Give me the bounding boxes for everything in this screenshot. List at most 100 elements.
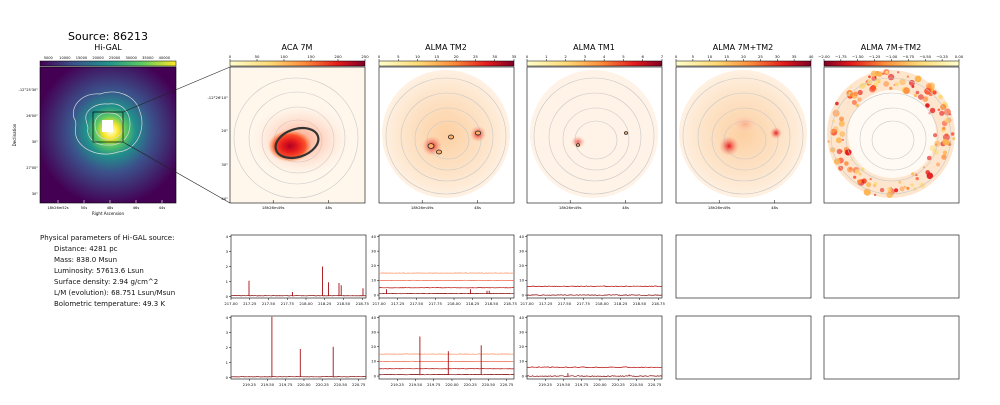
y-tick-label: 30 (371, 248, 376, 253)
colorbar-tm2 (378, 60, 515, 67)
speckle (867, 79, 873, 85)
x-tick-label: 217.75 (429, 301, 443, 306)
spectrum-panel (675, 234, 812, 299)
spectrum-frame (378, 234, 515, 299)
colorbar-tick-label: 5 (692, 54, 695, 59)
map-title-7m-tm2-diff: ALMA 7M+TM2 (861, 43, 921, 52)
x-tick-label: 217.00 (520, 301, 534, 306)
colorbar-tick-label: 10 (707, 54, 712, 59)
higal-dec-tick-label: 26'00" (26, 114, 38, 118)
y-tick-label: 10 (519, 359, 524, 364)
dec-tick-label: 40" (221, 196, 228, 201)
emission-tm1-a (571, 136, 585, 148)
speckle (853, 175, 857, 179)
speckle (883, 81, 890, 87)
y-tick-label: 40 (519, 234, 524, 239)
x-tick-label: 219.50 (557, 382, 571, 387)
speckle (936, 162, 941, 167)
colorbar-tick-label: 35 (792, 54, 797, 59)
speckle (860, 167, 865, 172)
colorbar-tick-label: 4 (603, 54, 606, 59)
colorbar-aca7m (229, 60, 366, 67)
colorbar-tick-label: 3 (584, 54, 587, 59)
colorbar-tick-label: −2.00 (818, 54, 830, 59)
x-tick-label: 217.50 (558, 301, 572, 306)
speckle (870, 85, 877, 91)
speckle (874, 193, 877, 196)
y-tick-label: 0 (374, 373, 377, 378)
spectrum-series-line (526, 294, 663, 296)
x-tick-label: 217.00 (224, 301, 238, 306)
y-tick-label: 10 (371, 278, 376, 283)
y-tick-label: 3 (226, 249, 229, 254)
x-tick-label: 220.25 (316, 382, 330, 387)
speckle (941, 154, 947, 160)
speckle (938, 94, 943, 100)
dec-tick-label: 20" (221, 128, 228, 133)
ra-tick-label: 18h26m49s (559, 205, 582, 210)
map-contours-7m-tm2 (682, 77, 804, 195)
y-tick-label: 30 (519, 329, 524, 334)
colorbar-tick-label: 40 (809, 54, 814, 59)
speckle (857, 89, 863, 96)
speckle (937, 108, 941, 112)
param-lm-evolution: L/M (evolution): 68.751 Lsun/Msun (54, 289, 176, 297)
beam-ellipses-tm1 (576, 131, 628, 147)
emission-7m-tm2-a (719, 136, 739, 156)
x-tick-label: 220.75 (352, 382, 366, 387)
y-tick-label: 4 (226, 315, 229, 320)
ra-ticks-tm2: 18h26m49s 48s (411, 200, 481, 210)
x-tick-label: 219.75 (575, 382, 589, 387)
colorbar-tick-label: 15 (434, 54, 439, 59)
speckle (841, 138, 845, 141)
spectrum-frame (526, 315, 663, 380)
x-tick-label: 218.00 (595, 301, 609, 306)
colorbar-tick-label: 20 (454, 54, 459, 59)
speckle (839, 116, 844, 122)
x-tick-label: 220.50 (334, 382, 348, 387)
zoom-connector-bottom (122, 141, 231, 204)
spectra-grid: 0 1 2 3 4 217.00 217.25 217.50 217.75 218.00 218.2… (224, 234, 960, 387)
speckle (915, 90, 920, 95)
colorbar-tick-label: 0 (526, 54, 529, 59)
dec-tick-label: -12°26'10" (207, 95, 228, 100)
colorbar-tick-label: 20 (741, 54, 746, 59)
x-tick-label: 219.25 (539, 382, 553, 387)
colorbar-tick-label: 50 (255, 54, 260, 59)
y-tick-label: 30 (371, 329, 376, 334)
speckle (827, 140, 830, 143)
x-tick-label: 217.25 (243, 301, 257, 306)
colorbar-tick-label: 200 (334, 54, 342, 59)
speckle (929, 107, 936, 114)
x-tick-label: 220.50 (630, 382, 644, 387)
y-tick-label: 40 (371, 315, 376, 320)
x-tick-label: 220.75 (648, 382, 662, 387)
map-panel-7m-tm2-diff: ALMA 7M+TM2 −2.00 −1.75 −1.50 −1.25 −1.00 −0.… (818, 43, 964, 204)
higal-zoom-box (92, 111, 124, 143)
speckle (922, 96, 929, 102)
speckle (894, 82, 899, 87)
speckle (899, 186, 905, 192)
speckle (857, 179, 862, 184)
y-tick-label: 1 (226, 279, 229, 284)
spectrum-frame (230, 315, 367, 380)
ra-tick-label: 48s (622, 205, 629, 210)
beam-ellipses-tm2 (427, 130, 481, 155)
colorbar-tick-label: 0.00 (955, 54, 964, 59)
higal-colorbar-tick-label: 35000 (142, 56, 154, 60)
map-disk-7m-tm2 (679, 70, 807, 198)
higal-xlabel: Right Ascension (92, 211, 124, 216)
y-tick-label: 2 (226, 264, 229, 269)
speckle (853, 91, 858, 97)
x-tick-label: 219.75 (427, 382, 441, 387)
higal-colorbar-tick-label: 40000 (159, 56, 171, 60)
dec-ticks-aca7m: -12°26'10" 20" 30" 40" (207, 95, 228, 201)
speckle (870, 70, 878, 77)
speckle (839, 131, 846, 137)
spectrum-panel (675, 315, 812, 380)
speckle (952, 137, 956, 141)
speckle (898, 181, 902, 184)
y-tick-label: 20 (519, 344, 524, 349)
x-tick-label: 217.75 (281, 301, 295, 306)
